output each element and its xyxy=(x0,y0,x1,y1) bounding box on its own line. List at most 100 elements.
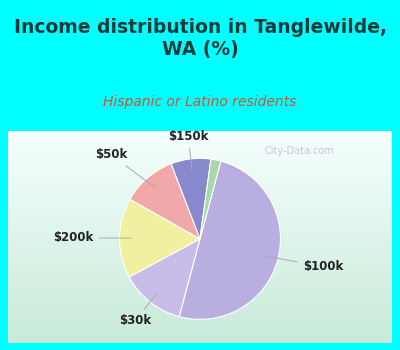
Bar xyxy=(8,269,392,271)
Bar xyxy=(8,271,392,273)
Bar xyxy=(8,315,392,317)
Bar xyxy=(8,231,392,233)
Bar xyxy=(8,248,392,250)
Bar xyxy=(8,301,392,303)
Bar xyxy=(8,239,392,241)
Text: $50k: $50k xyxy=(95,148,155,187)
Bar xyxy=(8,286,392,288)
Bar xyxy=(8,244,392,246)
Bar xyxy=(8,212,392,214)
Bar xyxy=(8,190,392,192)
Bar xyxy=(8,279,392,282)
Bar xyxy=(8,199,392,201)
Text: City-Data.com: City-Data.com xyxy=(265,146,335,156)
Bar xyxy=(8,322,392,324)
Wedge shape xyxy=(179,161,280,319)
Bar xyxy=(8,252,392,254)
Bar xyxy=(8,250,392,252)
Bar xyxy=(8,341,392,343)
Bar xyxy=(8,214,392,216)
Bar xyxy=(8,161,392,163)
Bar xyxy=(8,135,392,138)
Bar xyxy=(8,174,392,176)
Bar xyxy=(8,292,392,294)
Bar xyxy=(8,313,392,315)
Bar xyxy=(8,288,392,290)
Bar xyxy=(8,267,392,269)
Bar xyxy=(8,203,392,205)
Bar xyxy=(8,282,392,284)
Text: $200k: $200k xyxy=(54,231,131,244)
Bar xyxy=(8,150,392,153)
Bar xyxy=(8,229,392,231)
Bar xyxy=(8,226,392,229)
Bar xyxy=(8,155,392,157)
Bar xyxy=(8,148,392,150)
Bar xyxy=(8,337,392,339)
Bar xyxy=(8,330,392,332)
Bar xyxy=(8,180,392,182)
Bar xyxy=(8,305,392,307)
Bar xyxy=(8,146,392,148)
Bar xyxy=(8,320,392,322)
Bar xyxy=(8,311,392,313)
Bar xyxy=(8,294,392,296)
Bar xyxy=(8,256,392,258)
Text: $150k: $150k xyxy=(168,130,208,170)
Bar xyxy=(8,339,392,341)
Bar xyxy=(8,296,392,299)
Bar xyxy=(8,277,392,279)
Wedge shape xyxy=(200,159,221,239)
Bar xyxy=(8,208,392,210)
Bar xyxy=(8,241,392,244)
Bar xyxy=(8,335,392,337)
Bar xyxy=(8,133,392,135)
Bar xyxy=(8,235,392,237)
Wedge shape xyxy=(129,239,200,317)
Bar xyxy=(8,307,392,309)
Bar xyxy=(8,172,392,174)
Bar xyxy=(8,299,392,301)
Bar xyxy=(8,182,392,184)
Bar xyxy=(8,210,392,212)
Bar xyxy=(8,184,392,186)
Bar xyxy=(8,273,392,275)
Bar xyxy=(8,195,392,197)
Bar xyxy=(8,142,392,144)
Bar xyxy=(8,275,392,277)
Bar xyxy=(8,218,392,220)
Bar xyxy=(8,131,392,133)
Text: Hispanic or Latino residents: Hispanic or Latino residents xyxy=(103,95,297,109)
Bar xyxy=(8,222,392,224)
Text: Income distribution in Tanglewilde,
WA (%): Income distribution in Tanglewilde, WA (… xyxy=(14,18,386,59)
Wedge shape xyxy=(120,199,200,277)
Wedge shape xyxy=(130,164,200,239)
Text: $100k: $100k xyxy=(266,257,343,273)
Bar xyxy=(8,140,392,142)
Bar xyxy=(8,159,392,161)
Bar xyxy=(8,163,392,165)
Bar xyxy=(8,309,392,311)
Bar xyxy=(8,167,392,169)
Bar xyxy=(8,157,392,159)
Bar xyxy=(8,165,392,167)
Bar xyxy=(8,265,392,267)
Bar xyxy=(8,324,392,326)
Bar xyxy=(8,178,392,180)
Bar xyxy=(8,326,392,328)
Bar xyxy=(8,328,392,330)
Bar xyxy=(8,138,392,140)
Bar xyxy=(8,246,392,248)
Bar xyxy=(8,144,392,146)
Bar xyxy=(8,220,392,222)
Bar xyxy=(8,169,392,172)
Bar xyxy=(8,205,392,208)
Text: $30k: $30k xyxy=(119,293,157,327)
Bar xyxy=(8,262,392,265)
Bar xyxy=(8,284,392,286)
Bar xyxy=(8,317,392,320)
Bar xyxy=(8,224,392,226)
Bar xyxy=(8,186,392,188)
Bar xyxy=(8,176,392,178)
Bar xyxy=(8,258,392,260)
